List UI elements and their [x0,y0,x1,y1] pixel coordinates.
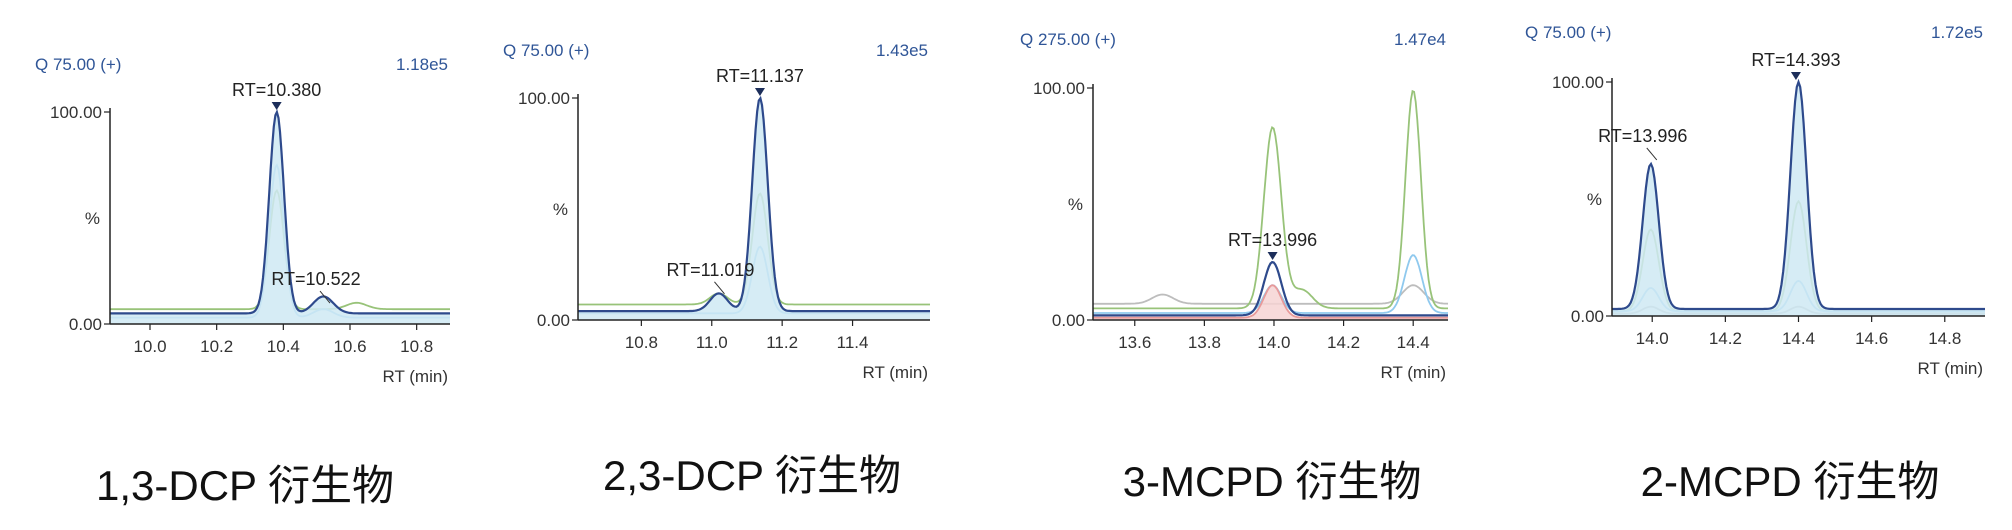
intensity-scale: 1.72e5 [1931,23,1983,42]
x-axis-label: RT (min) [1918,359,1984,378]
series-fill [1612,82,1985,316]
peak-marker-icon [1790,72,1801,80]
y-axis-label: % [1587,190,1602,209]
x-tick-label: 14.2 [1709,329,1742,348]
series-line [1093,284,1448,319]
y-tick-label: 100.00 [1552,73,1604,92]
x-tick-label: 10.4 [267,337,300,356]
peak-marker-icon [754,88,765,96]
x-tick-label: 14.4 [1397,333,1430,352]
channel-label: Q 275.00 (+) [1020,30,1116,49]
series-line [1612,78,1985,311]
series-line [1093,260,1448,317]
peak-marker-icon [271,102,282,110]
peak-annotation: RT=11.019 [666,260,754,280]
peak-annotation: RT=10.380 [232,80,321,100]
series-line [1093,89,1448,310]
annotation-leader [319,290,331,304]
chart-panel-3: Q 275.00 (+) 1.47e4 100.00 0.00% 13.6 13.8 14.… [1020,30,1449,505]
y-tick-label: 100.00 [1033,79,1085,98]
peak-annotation: RT=10.522 [271,269,360,289]
channel-label: Q 75.00 (+) [503,41,589,60]
series-fill [1093,285,1448,320]
x-axis-label: RT (min) [383,367,449,386]
y-axis-label: % [85,209,100,228]
x-tick-label: 14.6 [1855,329,1888,348]
y-tick-label: 0.00 [537,311,570,330]
annotation-leader [714,281,725,295]
channel-label: Q 75.00 (+) [1525,23,1611,42]
panel-caption: 2,3-DCP 衍生物 [603,452,901,499]
peak-marker-icon [1267,252,1278,260]
x-axis-label: RT (min) [1381,363,1447,382]
peak-annotation: RT=13.996 [1228,230,1317,250]
x-tick-label: 10.8 [400,337,433,356]
panel-caption: 3-MCPD 衍生物 [1123,458,1422,505]
x-tick-label: 10.0 [133,337,166,356]
y-tick-label: 0.00 [1052,311,1085,330]
panel-caption: 1,3-DCP 衍生物 [96,462,394,509]
chart-panel-2: Q 75.00 (+) 1.43e5 100.00 0.00% 10.8 11.0 11.2… [503,41,930,499]
y-axis-label: % [1068,195,1083,214]
x-tick-label: 11.0 [696,333,728,352]
chart-panel-4: Q 75.00 (+) 1.72e5 100.00 0.00% 14.0 14.2 14.4… [1525,23,1985,505]
x-tick-label: 14.0 [1636,329,1669,348]
y-tick-label: 100.00 [518,89,570,108]
peak-annotation: RT=11.137 [716,66,804,86]
peak-annotation: RT=14.393 [1751,50,1840,70]
intensity-scale: 1.18e5 [396,55,448,74]
channel-label: Q 75.00 (+) [35,55,121,74]
x-tick-label: 11.2 [766,333,798,352]
y-tick-label: 0.00 [1571,307,1604,326]
x-tick-label: 10.8 [625,333,658,352]
x-tick-label: 14.2 [1327,333,1360,352]
series-line [578,95,930,313]
x-axis-label: RT (min) [863,363,929,382]
chart-panel-1: Q 75.00 (+) 1.18e5 100.00 0.00% 10.0 10.2 10.4… [35,55,450,509]
series-fill [110,112,450,324]
x-tick-label: 10.2 [200,337,233,356]
x-tick-label: 14.4 [1782,329,1815,348]
x-tick-label: 13.8 [1188,333,1221,352]
panel-caption: 2-MCPD 衍生物 [1641,458,1940,505]
x-tick-label: 11.4 [837,333,869,352]
x-tick-label: 14.0 [1257,333,1290,352]
intensity-scale: 1.43e5 [876,41,928,60]
series-line [110,108,450,315]
x-tick-label: 13.6 [1118,333,1151,352]
peak-annotation: RT=13.996 [1598,126,1687,146]
y-axis-label: % [553,200,568,219]
series-fill [578,98,930,320]
y-tick-label: 100.00 [50,103,102,122]
annotation-leader [1646,147,1658,161]
y-tick-label: 0.00 [69,315,102,334]
intensity-scale: 1.47e4 [1394,30,1446,49]
x-tick-label: 10.6 [333,337,366,356]
x-tick-label: 14.8 [1928,329,1961,348]
